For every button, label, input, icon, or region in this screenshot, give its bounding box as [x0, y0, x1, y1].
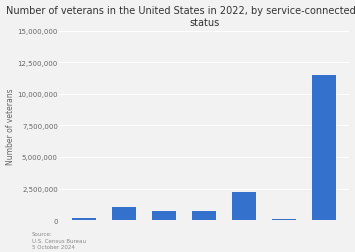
Y-axis label: Number of veterans: Number of veterans: [6, 88, 15, 164]
Bar: [113, 207, 136, 220]
Bar: [232, 193, 256, 220]
Bar: [272, 219, 296, 220]
Bar: [312, 75, 336, 220]
Title: Number of veterans in the United States in 2022, by service-connected disability: Number of veterans in the United States …: [6, 6, 355, 28]
Bar: [72, 218, 97, 220]
Bar: [152, 211, 176, 220]
Text: Source:
U.S. Census Bureau
5 October 2024: Source: U.S. Census Bureau 5 October 202…: [32, 231, 86, 249]
Bar: [192, 211, 216, 220]
